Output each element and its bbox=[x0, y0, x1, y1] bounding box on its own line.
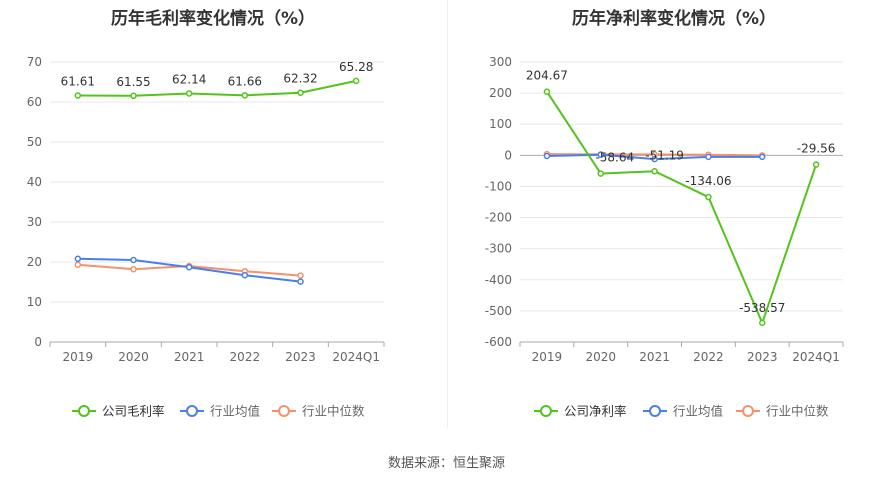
chart1-data-point bbox=[130, 256, 137, 264]
chart-title-net-margin: 历年净利率变化情况（%） bbox=[571, 9, 777, 29]
chart1-y-tick-label: 70 bbox=[27, 55, 42, 69]
chart1-data-point bbox=[297, 272, 304, 279]
chart2-data-point bbox=[597, 151, 604, 158]
chart2-x-tick-label: 2023 bbox=[747, 350, 778, 364]
chart2-data-label: 204.67 bbox=[526, 69, 568, 83]
chart2-y-tick-label: -400 bbox=[485, 273, 512, 287]
chart-title-gross-margin: 历年毛利率变化情况（%） bbox=[110, 9, 316, 29]
chart1-x-tick-label: 2021 bbox=[174, 350, 205, 364]
chart2-data-point bbox=[597, 170, 604, 177]
chart2-y-tick-label: -100 bbox=[485, 179, 512, 193]
chart1-data-point bbox=[130, 265, 137, 273]
chart2-legend-label: 行业中位数 bbox=[766, 404, 829, 419]
chart2-y-tick-label: 200 bbox=[489, 86, 512, 100]
panel-divider bbox=[447, 0, 448, 428]
chart2-y-tick-label: 0 bbox=[504, 148, 512, 162]
chart1-data-point bbox=[185, 90, 193, 97]
chart1-data-point bbox=[185, 263, 193, 271]
chart2-y-tick-label: -500 bbox=[485, 304, 512, 318]
chart2-y-tick-label: 100 bbox=[489, 117, 512, 131]
chart1-x-tick-label: 2022 bbox=[230, 350, 261, 364]
chart1-x-tick-label: 2024Q1 bbox=[332, 350, 380, 364]
chart1-data-label: 62.32 bbox=[283, 72, 317, 86]
chart2-legend-marker bbox=[540, 405, 552, 417]
chart2-data-point bbox=[543, 152, 551, 160]
chart1-legend-marker bbox=[278, 405, 290, 417]
chart1-data-point bbox=[297, 278, 304, 285]
chart1-y-tick-label: 40 bbox=[27, 175, 42, 189]
chart1-data-point bbox=[74, 261, 82, 269]
chart1-y-tick-label: 50 bbox=[27, 135, 42, 149]
chart2-y-tick-label: -200 bbox=[485, 211, 512, 225]
chart2-data-point bbox=[705, 153, 712, 161]
chart2-legend-label: 行业均值 bbox=[673, 404, 723, 419]
chart2-data-label: -51.19 bbox=[645, 148, 684, 162]
chart2-data-point bbox=[812, 161, 820, 168]
chart1-data-label: 62.14 bbox=[172, 72, 206, 86]
chart1-data-label: 65.28 bbox=[339, 60, 373, 74]
chart1-y-tick-label: 0 bbox=[34, 335, 42, 349]
chart2-legend-marker bbox=[649, 405, 661, 417]
chart1-legend-label: 行业中位数 bbox=[302, 404, 365, 419]
chart1-y-tick-label: 10 bbox=[27, 295, 42, 309]
chart2-legend-label: 公司净利率 bbox=[564, 404, 627, 419]
chart1-series-line-0 bbox=[77, 79, 357, 97]
chart1-data-label: 61.61 bbox=[61, 75, 95, 89]
chart1-data-point bbox=[74, 255, 82, 263]
chart1-data-point bbox=[297, 89, 304, 96]
chart2-x-tick-label: 2019 bbox=[532, 350, 563, 364]
chart2-y-tick-label: 300 bbox=[489, 55, 512, 69]
chart2-legend-marker bbox=[742, 405, 754, 417]
chart1-data-label: 61.66 bbox=[228, 74, 262, 88]
chart2-data-label: -58.64 bbox=[595, 151, 634, 165]
chart1-data-point bbox=[352, 77, 360, 85]
chart2-data-point bbox=[651, 155, 658, 163]
chart1-x-tick-label: 2020 bbox=[118, 350, 149, 364]
chart1-data-point bbox=[130, 92, 137, 100]
chart1-y-tick-label: 30 bbox=[27, 215, 42, 229]
chart1-legend-marker bbox=[186, 405, 198, 417]
chart1-data-point bbox=[241, 92, 249, 99]
chart2-series-line-0 bbox=[546, 91, 818, 326]
chart2-y-tick-label: -600 bbox=[485, 335, 512, 349]
chart2-data-point bbox=[759, 153, 766, 161]
chart1-x-tick-label: 2023 bbox=[285, 350, 316, 364]
data-source-note: 数据来源：恒生聚源 bbox=[387, 456, 505, 471]
chart1-y-tick-label: 20 bbox=[27, 255, 42, 269]
chart2-x-tick-label: 2024Q1 bbox=[792, 350, 840, 364]
chart2-x-tick-label: 2021 bbox=[639, 350, 670, 364]
chart1-data-point bbox=[241, 271, 249, 279]
chart1-x-tick-label: 2019 bbox=[63, 350, 94, 364]
chart2-data-label: -134.06 bbox=[685, 174, 731, 188]
chart1-data-label: 61.55 bbox=[116, 75, 150, 89]
chart1-legend-marker bbox=[78, 405, 90, 417]
chart2-x-tick-label: 2022 bbox=[693, 350, 724, 364]
chart1-y-tick-label: 60 bbox=[27, 95, 42, 109]
chart2-data-point bbox=[543, 88, 551, 95]
chart1-data-point bbox=[74, 92, 82, 99]
chart2-data-label: -29.56 bbox=[797, 142, 836, 156]
chart2-data-label: -538.57 bbox=[739, 301, 785, 315]
chart2-x-tick-label: 2020 bbox=[585, 350, 616, 364]
chart2-y-tick-label: -300 bbox=[485, 242, 512, 256]
chart2-data-point bbox=[651, 168, 658, 175]
chart2-data-point bbox=[759, 319, 766, 327]
chart1-legend-label: 行业均值 bbox=[210, 404, 260, 419]
chart1-legend-label: 公司毛利率 bbox=[102, 404, 165, 419]
chart2-data-point bbox=[705, 193, 712, 201]
